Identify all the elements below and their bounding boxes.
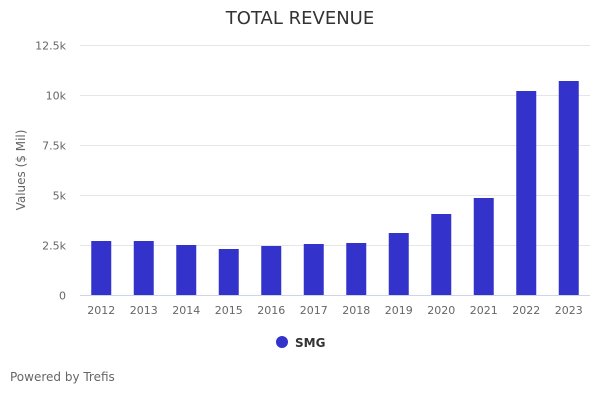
- bar-2022[interactable]: [516, 91, 537, 295]
- x-tick-label: 2013: [130, 304, 158, 317]
- bar-2021[interactable]: [473, 198, 494, 295]
- x-tick-label: 2016: [257, 304, 285, 317]
- bar-2013[interactable]: [133, 241, 154, 295]
- bar-2018[interactable]: [346, 243, 367, 295]
- y-axis-ticks: 0 2.5k 5k 7.5k 10k 12.5k: [35, 40, 66, 303]
- bar-2019[interactable]: [388, 233, 409, 295]
- x-tick-label: 2019: [385, 304, 413, 317]
- x-tick-label: 2018: [342, 304, 370, 317]
- legend[interactable]: SMG: [276, 336, 325, 350]
- powered-by-footer[interactable]: Powered by Trefis: [10, 370, 115, 384]
- x-tick-label: 2020: [427, 304, 455, 317]
- x-tick-label: 2017: [300, 304, 328, 317]
- y-tick-label: 0: [59, 290, 66, 303]
- x-tick-label: 2022: [512, 304, 540, 317]
- x-tick-label: 2021: [470, 304, 498, 317]
- bar-2014[interactable]: [176, 245, 197, 295]
- chart-title: TOTAL REVENUE: [225, 8, 374, 29]
- x-tick-label: 2015: [215, 304, 243, 317]
- x-tick-label: 2012: [87, 304, 115, 317]
- gridlines: [80, 45, 590, 246]
- bar-2023[interactable]: [558, 81, 579, 295]
- bar-2012[interactable]: [91, 241, 112, 295]
- bar-2015[interactable]: [218, 249, 239, 295]
- bar-2017[interactable]: [303, 244, 324, 295]
- bar-2020[interactable]: [431, 214, 452, 295]
- y-tick-label: 2.5k: [42, 240, 66, 253]
- y-tick-label: 10k: [46, 90, 67, 103]
- legend-marker-icon: [276, 336, 288, 348]
- y-axis-label: Values ($ Mil): [14, 130, 28, 211]
- x-tick-label: 2023: [555, 304, 583, 317]
- bars: [91, 81, 579, 295]
- y-tick-label: 7.5k: [42, 140, 66, 153]
- bar-2016[interactable]: [261, 246, 282, 295]
- legend-label[interactable]: SMG: [295, 336, 325, 350]
- x-tick-label: 2014: [172, 304, 200, 317]
- x-axis-ticks: 2012 2013 2014 2015 2016 2017 2018 2019 2020 2021…: [87, 304, 583, 317]
- y-tick-label: 5k: [53, 190, 67, 203]
- y-tick-label: 12.5k: [35, 40, 66, 53]
